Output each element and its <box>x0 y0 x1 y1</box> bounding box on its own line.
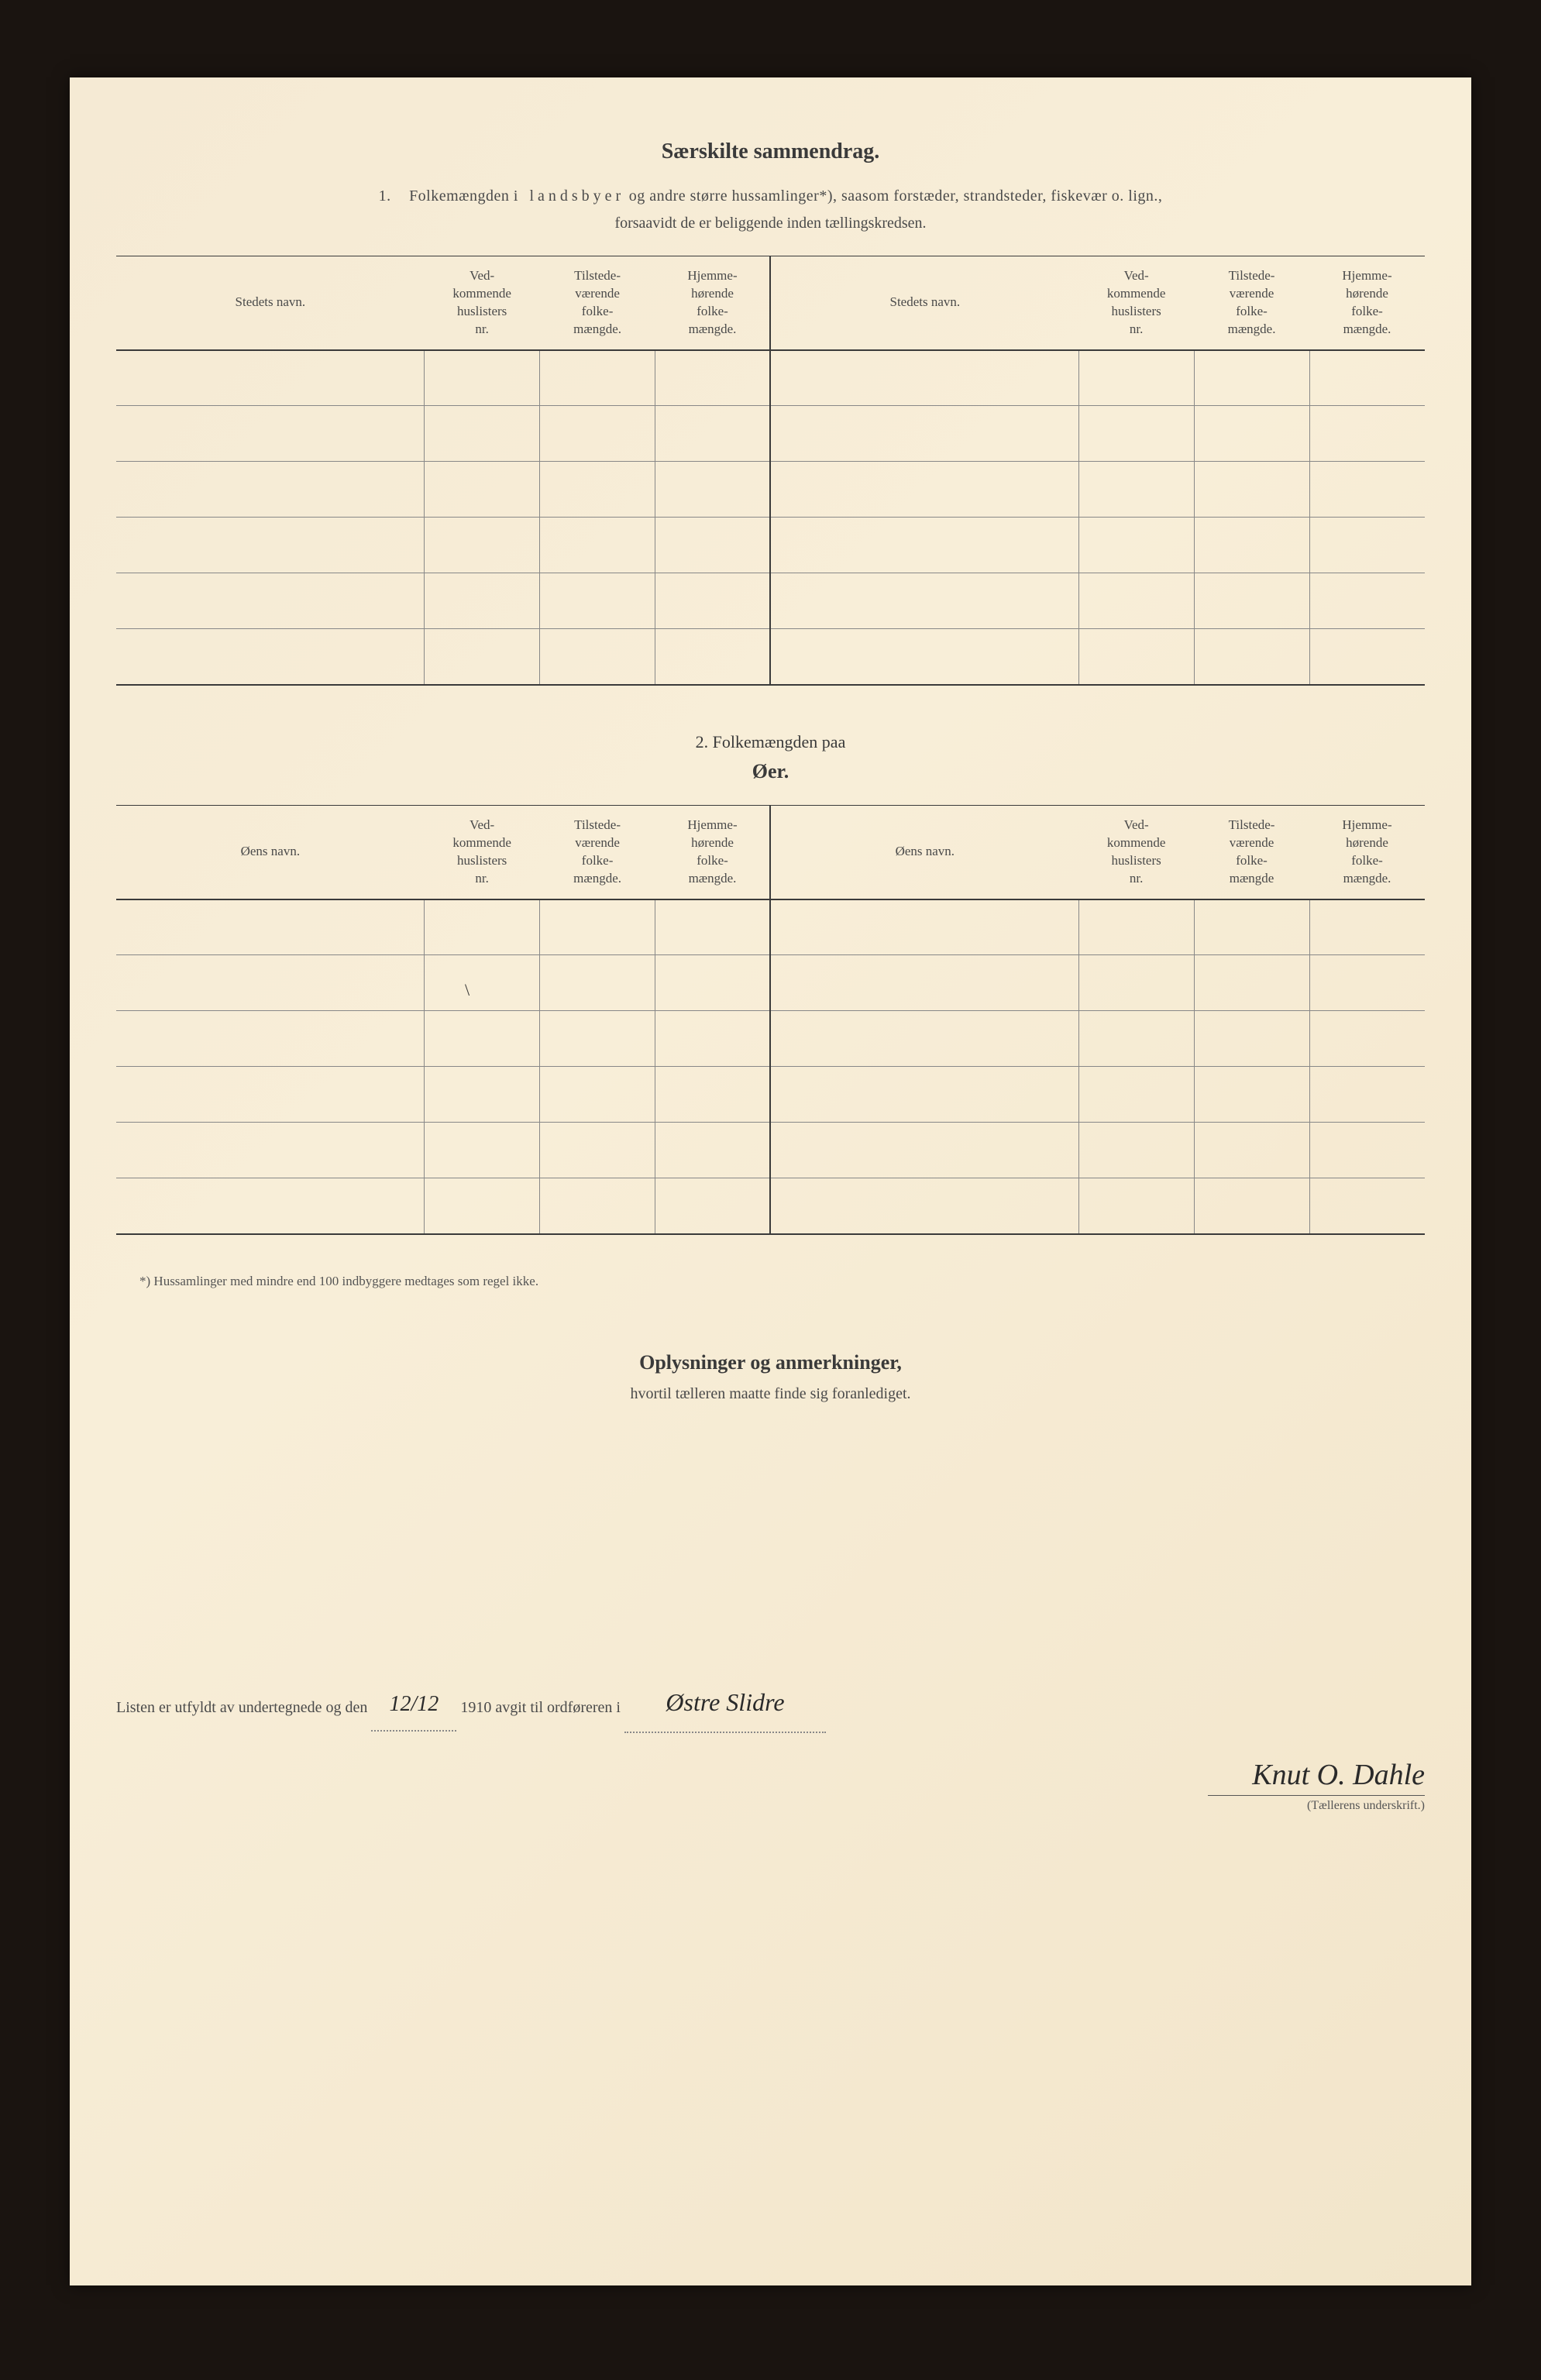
census-page: Særskilte sammendrag. 1. Folkemængden i … <box>70 77 1471 2285</box>
th-stedets-navn-2: Stedets navn. <box>770 256 1078 350</box>
signature-row: Knut O. Dahle (Tællerens underskrift.) <box>116 1758 1425 1813</box>
table1-header-row: Stedets navn. Ved- kommende huslisters n… <box>116 256 1425 350</box>
section1-intro-line2: forsaavidt de er beliggende inden tællin… <box>116 215 1425 232</box>
table-row <box>116 1011 1425 1067</box>
table-row <box>116 406 1425 462</box>
section1-number: 1. <box>379 187 391 205</box>
table-landsbyer: Stedets navn. Ved- kommende huslisters n… <box>116 256 1425 686</box>
th-stedets-navn-1: Stedets navn. <box>116 256 425 350</box>
table-row <box>116 350 1425 406</box>
section1-text-spaced: i landsbyer <box>514 187 624 205</box>
attestation-date: 12/12 <box>371 1678 456 1732</box>
section1-text-a: Folkemængden <box>409 187 514 205</box>
section2-title: 2. Folkemængden paa <box>116 732 1425 752</box>
th2-huslisters-1: Ved- kommende huslisters nr. <box>425 805 540 899</box>
table-row <box>116 1178 1425 1234</box>
attestation-text-b: 1910 avgit til ordføreren i <box>460 1699 621 1716</box>
table-oer: Øens navn. Ved- kommende huslisters nr. … <box>116 805 1425 1235</box>
section3-subtitle: hvortil tælleren maatte finde sig foranl… <box>116 1385 1425 1403</box>
th-oens-navn-2: Øens navn. <box>770 805 1078 899</box>
table-row <box>116 462 1425 518</box>
table-row <box>116 899 1425 955</box>
signature: Knut O. Dahle <box>1252 1759 1425 1791</box>
page-title: Særskilte sammendrag. <box>116 139 1425 164</box>
th-huslisters-1: Ved- kommende huslisters nr. <box>425 256 540 350</box>
th2-huslisters-2: Ved- kommende huslisters nr. <box>1078 805 1194 899</box>
table-row <box>116 573 1425 629</box>
th-tilstede-2: Tilstede- værende folke- mængde. <box>1194 256 1309 350</box>
table-row <box>116 1123 1425 1178</box>
table-row <box>116 518 1425 573</box>
th2-tilstede-2: Tilstede- værende folke- mængde <box>1194 805 1309 899</box>
th2-hjemme-1: Hjemme- hørende folke- mængde. <box>655 805 771 899</box>
signature-caption: (Tællerens underskrift.) <box>1208 1795 1425 1813</box>
th-huslisters-2: Ved- kommende huslisters nr. <box>1078 256 1194 350</box>
table-row <box>116 1067 1425 1123</box>
th-oens-navn-1: Øens navn. <box>116 805 425 899</box>
table2-header-row: Øens navn. Ved- kommende huslisters nr. … <box>116 805 1425 899</box>
th-hjemme-1: Hjemme- hørende folke- mængde. <box>655 256 771 350</box>
table-row <box>116 955 1425 1011</box>
footnote: *) Hussamlinger med mindre end 100 indby… <box>116 1274 1425 1289</box>
th2-tilstede-1: Tilstede- værende folke- mængde. <box>540 805 655 899</box>
table-row <box>116 629 1425 685</box>
th-hjemme-2: Hjemme- hørende folke- mængde. <box>1309 256 1425 350</box>
th-tilstede-1: Tilstede- værende folke- mængde. <box>540 256 655 350</box>
attestation-text-a: Listen er utfyldt av undertegnede og den <box>116 1699 367 1716</box>
section2-subtitle: Øer. <box>116 760 1425 783</box>
attestation-line: Listen er utfyldt av undertegnede og den… <box>116 1674 1425 1735</box>
section3-title: Oplysninger og anmerkninger, <box>116 1351 1425 1374</box>
section1-intro-line1: 1. Folkemængden i landsbyer og andre stø… <box>116 187 1425 205</box>
attestation-place: Østre Slidre <box>624 1673 826 1734</box>
th2-hjemme-2: Hjemme- hørende folke- mængde. <box>1309 805 1425 899</box>
section1-text-b: og andre større hussamlinger*), saasom f… <box>624 187 1162 205</box>
